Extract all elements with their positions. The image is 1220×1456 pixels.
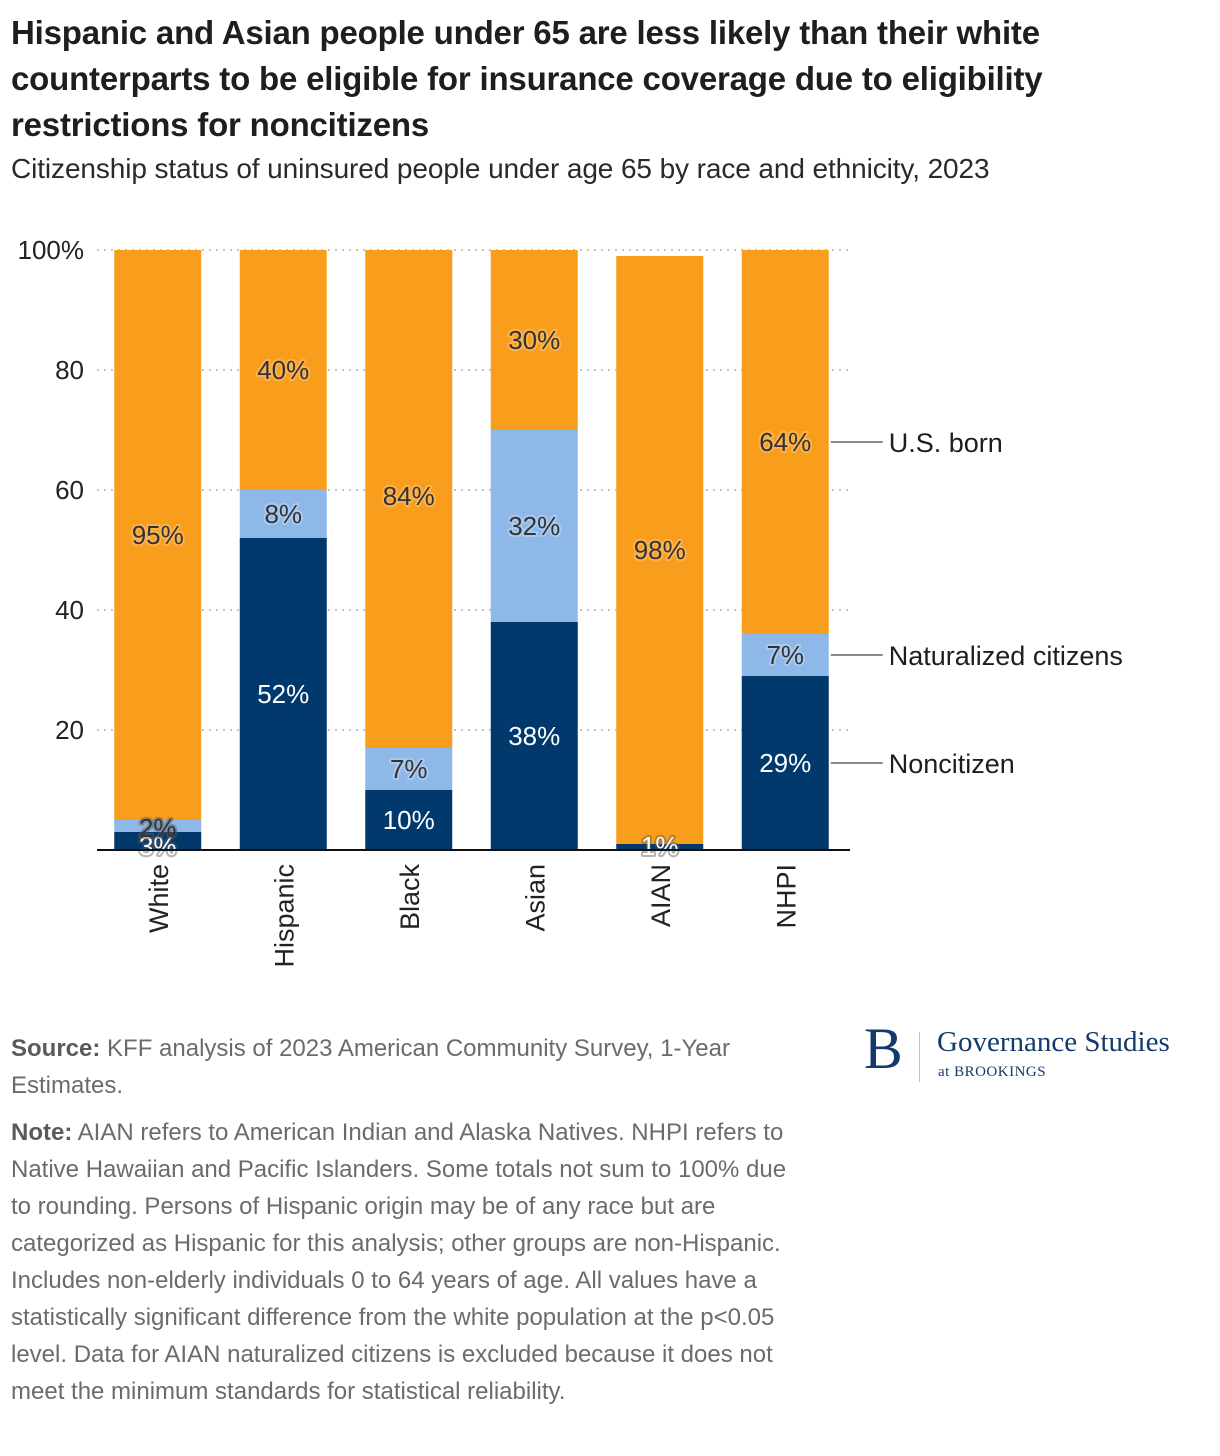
bar-segment — [616, 256, 704, 844]
value-label: 30% — [508, 325, 560, 355]
bar-segment — [616, 844, 704, 850]
bar-segment — [490, 430, 578, 622]
value-label: 52% — [257, 679, 309, 709]
value-label: 29% — [759, 748, 811, 778]
value-labels: 3%2% 95% 52% 8% 40% 10% 7% 84% 38% 32% 30% 1% 98% 29%… — [130, 323, 814, 863]
bar-segment — [741, 634, 829, 676]
legend: Noncitizen Naturalized citizens U.S. born — [830, 428, 1123, 779]
x-category-label: AIAN — [646, 864, 676, 927]
bar-segment — [239, 250, 327, 490]
bar-segment — [490, 622, 578, 850]
value-label: 38% — [508, 721, 560, 751]
legend-label: Noncitizen — [889, 749, 1015, 779]
bar-segment — [365, 790, 453, 850]
chart-subtitle: Citizenship status of uninsured people u… — [11, 153, 990, 184]
axes: 20 40 60 80 100% White Hispanic Black Asian AIAN N… — [18, 235, 850, 968]
bar-segment — [741, 250, 829, 634]
logo-subtitle: at BROOKINGS — [938, 1064, 1047, 1080]
x-category-label: NHPI — [771, 864, 801, 929]
value-label: 7% — [390, 754, 428, 784]
y-tick-label: 80 — [55, 355, 84, 385]
value-label: 8% — [264, 499, 302, 529]
note: Note: AIAN refers to American Indian and… — [11, 1114, 811, 1410]
stacked-bar-chart: 3%2% 95% 52% 8% 40% 10% 7% 84% 38% 32% 30% 1% 98% 29%… — [18, 235, 1123, 968]
value-label: 2% — [139, 813, 177, 843]
value-label: 32% — [508, 511, 560, 541]
value-label: 98% — [634, 535, 686, 565]
bar-segment — [365, 748, 453, 790]
note-text: AIAN refers to American Indian and Alask… — [11, 1119, 787, 1405]
logo-mark: B — [864, 1016, 903, 1081]
y-tick-label: 40 — [55, 595, 84, 625]
gridlines — [97, 249, 850, 731]
y-tick-label: 20 — [55, 715, 84, 745]
note-label: Note: — [11, 1119, 73, 1146]
y-tick-label: 60 — [55, 475, 84, 505]
bar-segment — [365, 250, 453, 748]
brookings-logo: B Governance Studies at BROOKINGS — [864, 1018, 1214, 1084]
value-label: 84% — [383, 481, 435, 511]
bar-segment — [239, 538, 327, 850]
bars — [114, 250, 829, 850]
value-label: 7% — [766, 640, 804, 670]
bar-segment — [114, 832, 202, 850]
logo-divider — [919, 1032, 920, 1082]
value-label: 64% — [759, 427, 811, 457]
source-note: Source: KFF analysis of 2023 American Co… — [11, 1030, 811, 1104]
bar-segment — [114, 820, 202, 832]
value-label: 3% — [139, 831, 177, 861]
value-label: 40% — [257, 355, 309, 385]
source-label: Source: — [11, 1035, 101, 1062]
bar-segment — [741, 676, 829, 850]
y-tick-label: 100% — [18, 235, 85, 265]
value-label: 10% — [383, 805, 435, 835]
x-category-label: Black — [395, 864, 425, 931]
legend-label: U.S. born — [889, 428, 1003, 458]
x-category-label: Hispanic — [269, 864, 299, 968]
bar-segment — [239, 490, 327, 538]
value-label: 1% — [641, 831, 679, 861]
logo-name: Governance Studies — [937, 1026, 1170, 1058]
value-label: 95% — [132, 520, 184, 550]
x-category-label: Asian — [520, 864, 550, 932]
source-text: KFF analysis of 2023 American Community … — [11, 1035, 730, 1099]
legend-label: Naturalized citizens — [889, 641, 1123, 671]
x-category-label: White — [144, 864, 174, 933]
bar-segment — [490, 250, 578, 430]
chart-title: Hispanic and Asian people under 65 are l… — [11, 14, 1043, 143]
bar-segment — [114, 250, 202, 820]
